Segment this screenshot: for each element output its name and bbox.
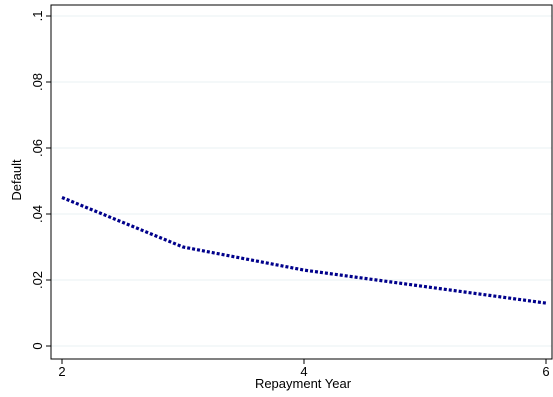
x-tick-label: 2 <box>58 364 65 379</box>
y-tick-label: .06 <box>30 139 45 157</box>
x-tick-label: 4 <box>300 364 307 379</box>
y-tick-label: .04 <box>30 205 45 223</box>
x-axis-title: Repayment Year <box>255 376 352 391</box>
y-tick-label: .1 <box>30 11 45 22</box>
gridlines <box>51 15 552 347</box>
y-tick-label: .02 <box>30 271 45 289</box>
series-group <box>61 196 547 305</box>
plot-frame <box>50 4 553 360</box>
ticks: 0 .02 .04 .06 .08 .1 2 4 6 <box>30 11 550 379</box>
y-axis-title: Default <box>9 159 24 201</box>
y-tick-label: 0 <box>30 342 45 349</box>
x-tick-label: 6 <box>542 364 549 379</box>
series-line-0 <box>61 196 547 305</box>
y-tick-label: .08 <box>30 73 45 91</box>
axes <box>50 4 553 360</box>
